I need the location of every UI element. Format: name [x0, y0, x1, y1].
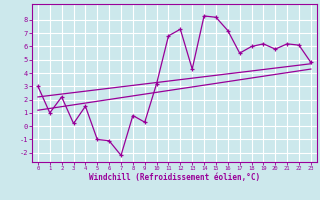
X-axis label: Windchill (Refroidissement éolien,°C): Windchill (Refroidissement éolien,°C) — [89, 173, 260, 182]
